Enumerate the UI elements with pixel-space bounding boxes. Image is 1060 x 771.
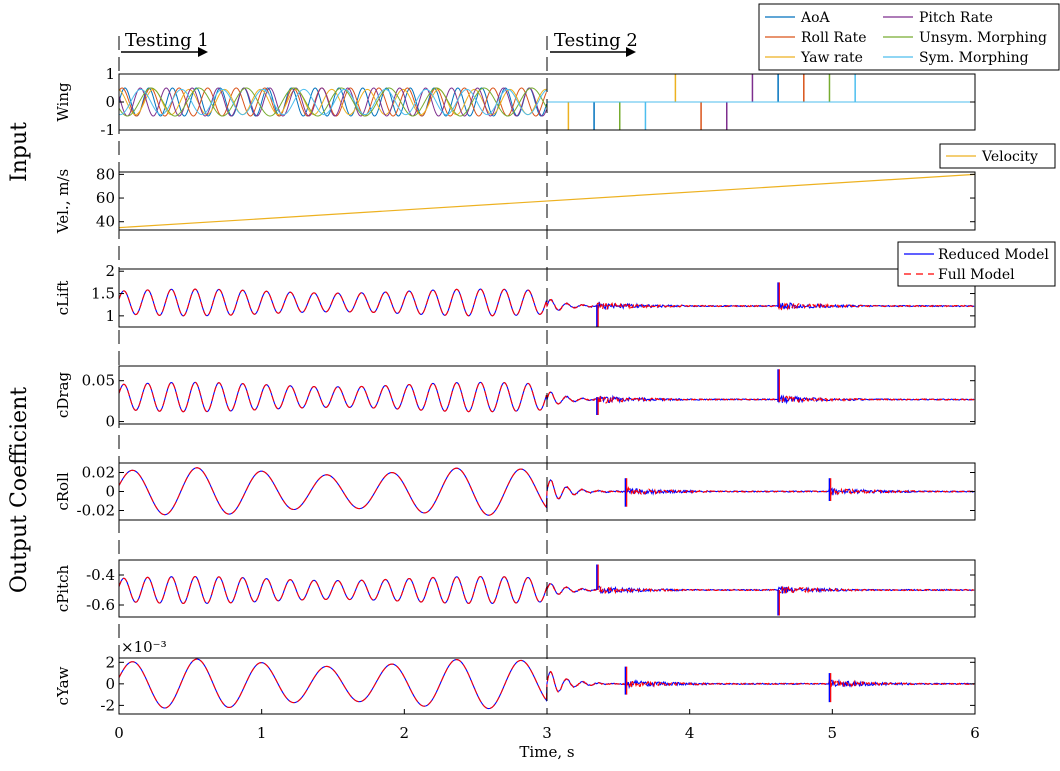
legend-layer: AoA Roll Rate Yaw rate Pitch Rate Unsym. Mor…	[758, 3, 1060, 287]
ylabel-vel-m-s: Vel., m/s	[54, 169, 72, 234]
xtick-label: 2	[400, 724, 410, 742]
ytick-label: 1	[105, 307, 115, 325]
ytick-label: 40	[96, 213, 115, 231]
ytick-label: -1	[100, 121, 115, 139]
frames-layer	[118, 36, 976, 715]
xtick-label: 6	[970, 724, 980, 742]
velocity-line	[118, 173, 976, 229]
ytick-label: 0	[105, 93, 115, 111]
annotation-testing-1: Testing 1	[125, 30, 209, 51]
ylabel-cyaw: cYaw	[54, 666, 72, 705]
ytick-label: 0.05	[82, 372, 115, 390]
legend-label: Yaw rate	[800, 50, 863, 66]
full-model-line	[118, 381, 975, 413]
ytick-label: 0	[105, 675, 115, 693]
series-aoa-testing1	[118, 87, 547, 117]
ytick-label: 0.02	[82, 464, 115, 482]
series-layer	[118, 74, 976, 710]
full-model-line	[118, 658, 975, 710]
ytick-label: -0.02	[77, 502, 115, 520]
full-model-line	[118, 575, 975, 605]
legend-label: Roll Rate	[801, 30, 867, 46]
full-model-line	[118, 288, 975, 317]
panel-6-series	[118, 658, 975, 710]
legend-models	[897, 241, 1056, 287]
panel-5-series	[118, 564, 975, 616]
xtick-label: 3	[542, 724, 552, 742]
legend-label: Sym. Morphing	[919, 50, 1029, 66]
ytick-label: 1	[105, 65, 115, 83]
xtick-label: 0	[114, 724, 124, 742]
ytick-label: 80	[96, 165, 115, 183]
series-unsym-morphing-testing1	[118, 87, 547, 117]
series-sym-morphing-testing1	[118, 88, 547, 116]
legend-label: Velocity	[981, 149, 1038, 165]
panel-0-series	[118, 74, 975, 130]
panel-1-series	[118, 173, 976, 229]
group-label-input: Input	[7, 122, 32, 182]
ytick-label: 2	[105, 262, 115, 280]
ylabel-croll: cRoll	[54, 472, 72, 511]
legend-label: Unsym. Morphing	[919, 30, 1047, 46]
ylabel-clift: cLift	[54, 281, 72, 316]
arrow-testing-2-head	[626, 47, 636, 57]
xaxis-label: Time, s	[519, 743, 574, 761]
exponent-label: ×10⁻³	[121, 638, 167, 656]
arrow-testing-1-head	[198, 47, 208, 57]
ylabel-cpitch: cPitch	[54, 564, 72, 612]
ytick-label: -2	[100, 696, 115, 714]
group-label-output-coefficient: Output Coefficient	[7, 387, 32, 593]
legend-label: Pitch Rate	[919, 10, 993, 26]
legend-label: Reduced Model	[938, 247, 1049, 263]
panel-3-series	[118, 369, 975, 416]
ytick-label: 2	[105, 653, 115, 671]
ytick-label: 0	[105, 413, 115, 431]
panel-4-series	[118, 467, 975, 516]
ylabel-cdrag: cDrag	[54, 372, 72, 419]
full-model-line	[118, 467, 975, 516]
annotation-testing-2: Testing 2	[554, 30, 638, 51]
series-pitch-rate-testing1	[118, 87, 547, 117]
xtick-label: 5	[828, 724, 838, 742]
legend-label: AoA	[800, 10, 831, 26]
ytick-label: -0.6	[86, 596, 115, 614]
panel-2-series	[118, 282, 975, 327]
xtick-label: 1	[257, 724, 267, 742]
ytick-label: 0	[105, 483, 115, 501]
ytick-label: 1.5	[91, 285, 115, 303]
xtick-label: 4	[685, 724, 695, 742]
ytick-label: 60	[96, 189, 115, 207]
ylabel-wing: Wing	[54, 82, 72, 122]
ytick-label: -0.4	[86, 566, 115, 584]
series-roll-rate-testing1	[118, 87, 547, 117]
legend-label: Full Model	[938, 267, 1015, 283]
